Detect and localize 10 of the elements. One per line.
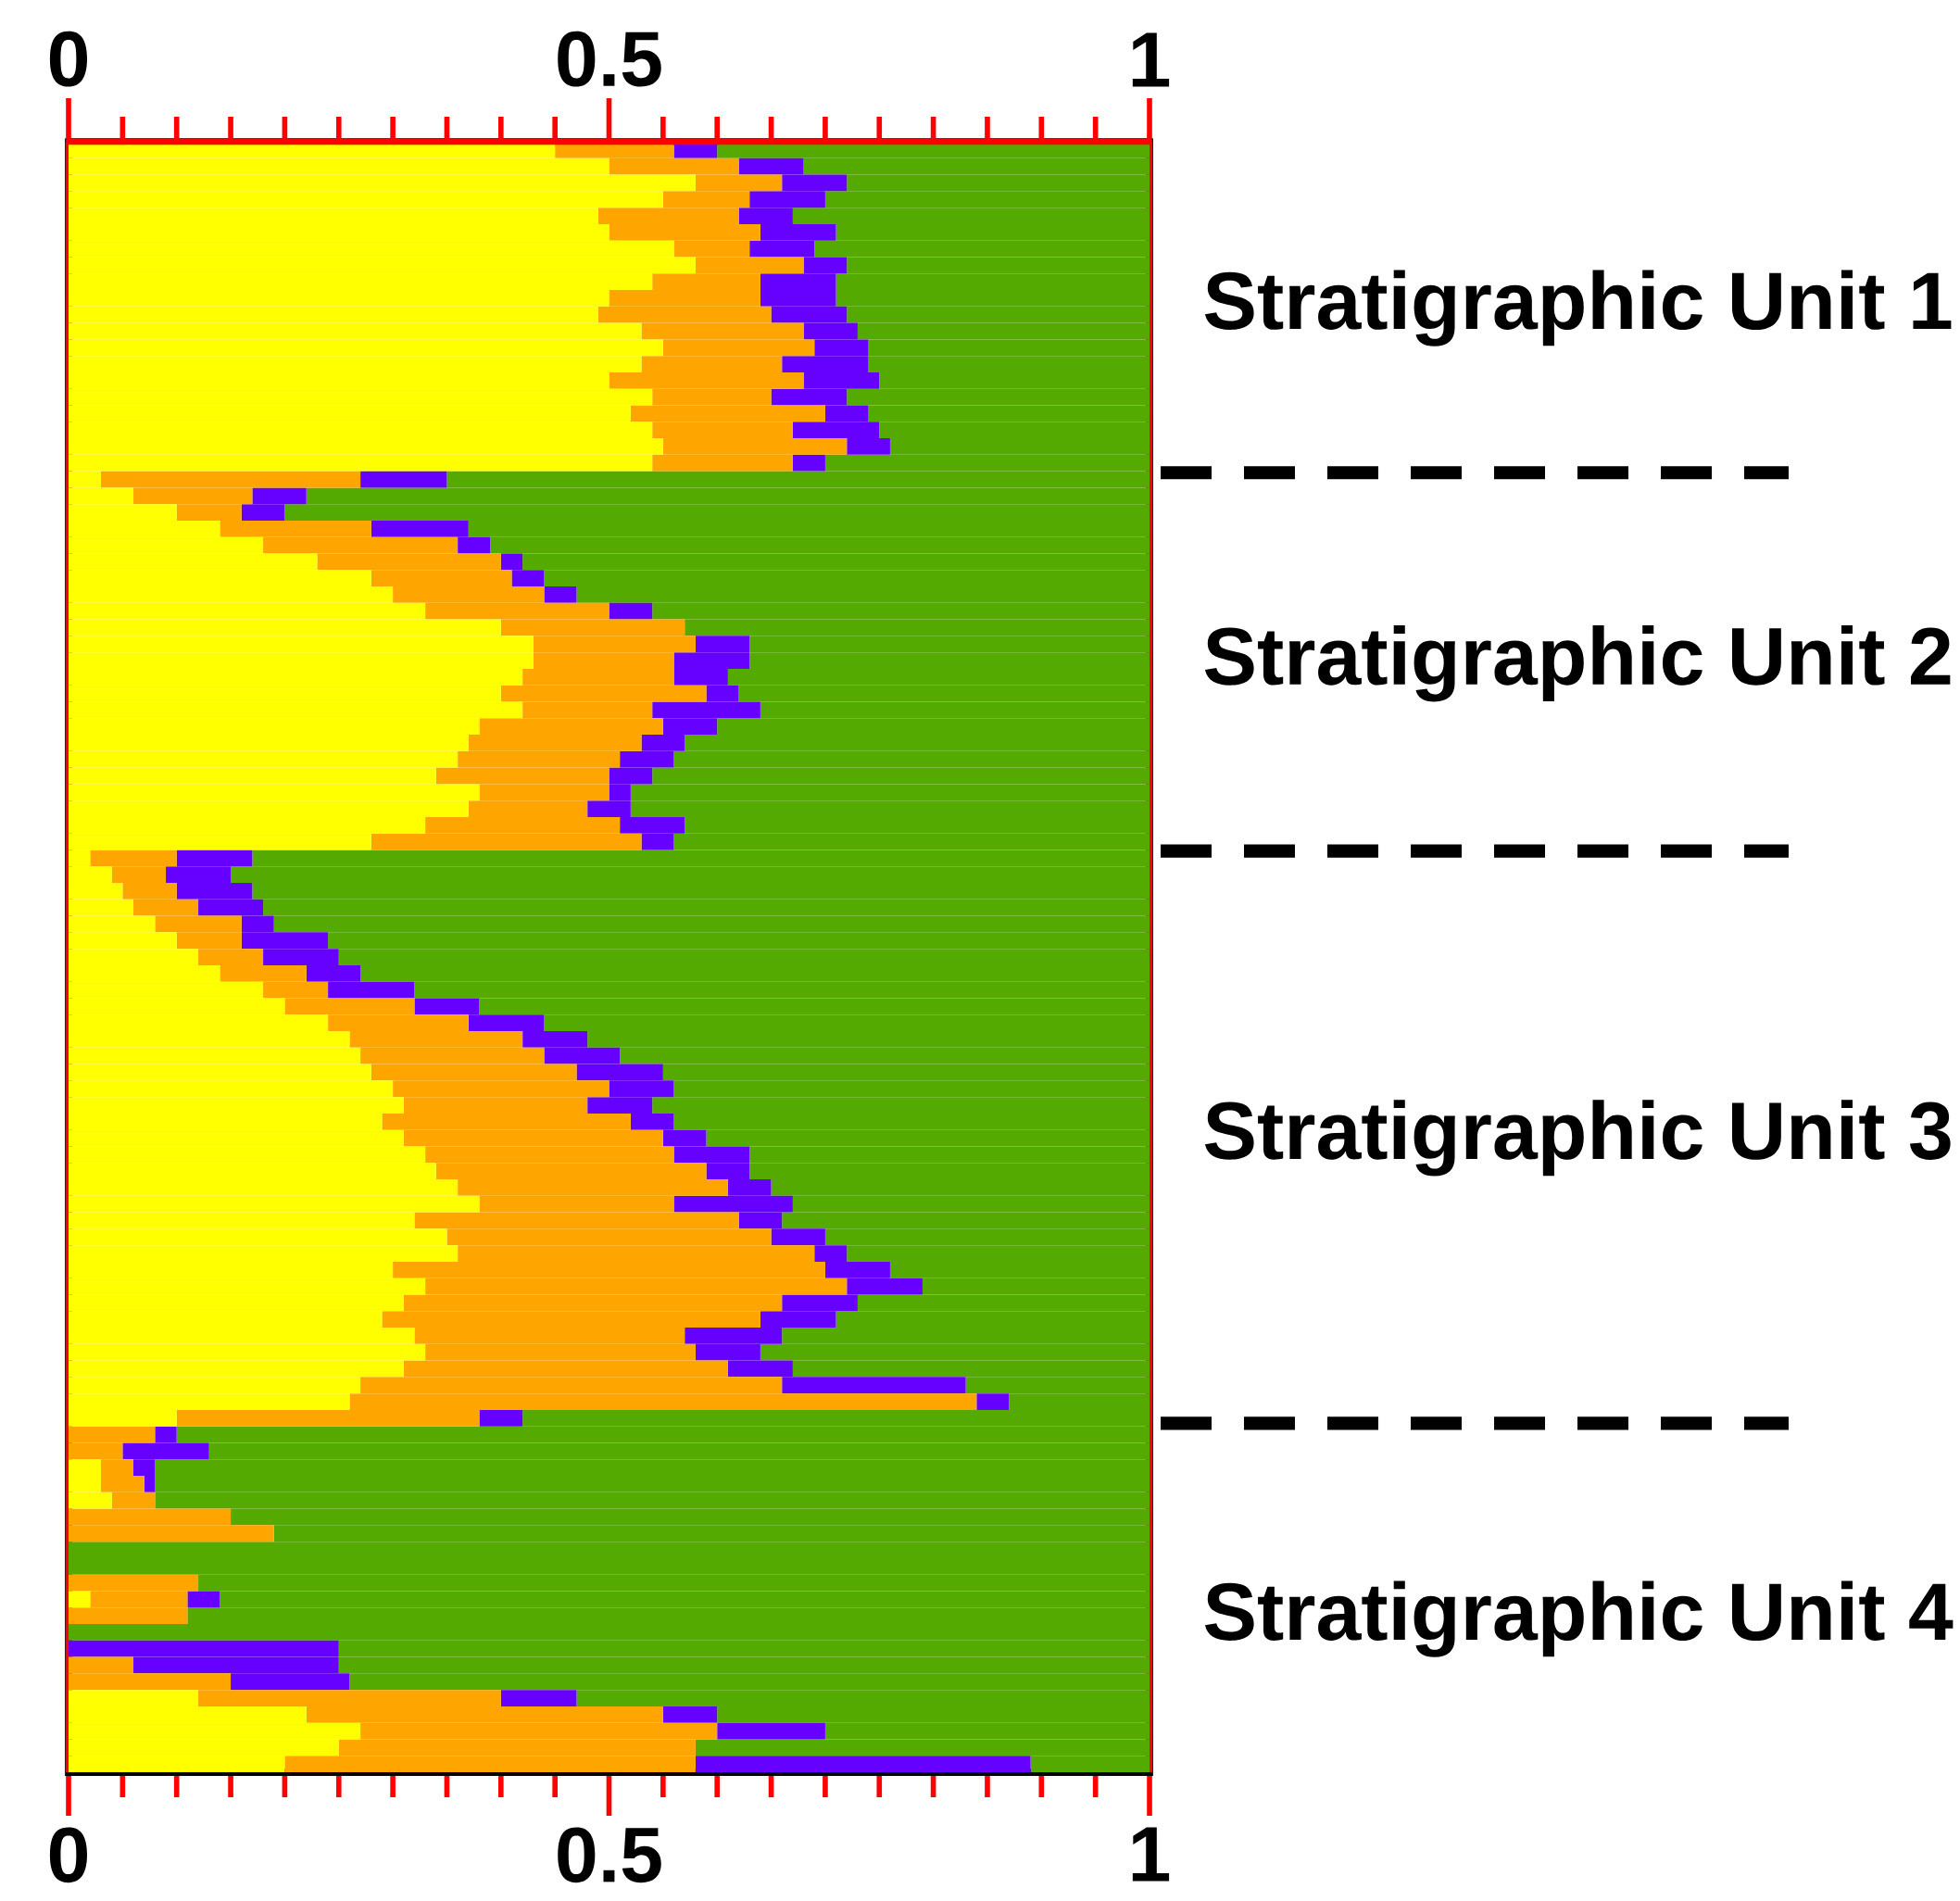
text: Stratigraphic Unit 3 [1204,1100,1951,1177]
text: Stratigraphic Unit 2 [1204,625,1951,702]
x-tick-label: 1 [1132,1827,1170,1882]
text: Stratigraphic Unit 1 [1204,270,1952,346]
x2-tick-label: 0 [49,31,87,87]
x2-tick-label: 0.5 [558,31,661,87]
text: Stratigraphic Unit 4 [1204,1580,1954,1657]
x2-tick-label: 1 [1132,32,1170,87]
x-tick-label: 0 [49,1827,87,1883]
x-tick-label: 0.5 [558,1827,661,1883]
